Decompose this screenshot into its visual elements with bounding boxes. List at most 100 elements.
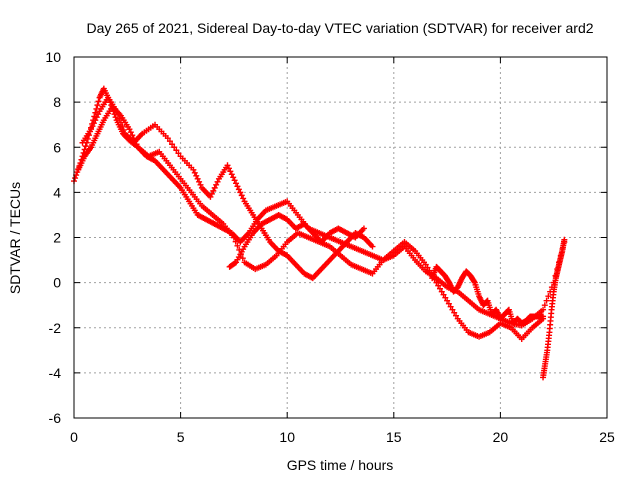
data-point bbox=[173, 147, 180, 154]
data-point bbox=[90, 120, 97, 127]
data-point bbox=[231, 177, 238, 184]
data-point bbox=[369, 243, 376, 250]
data-point bbox=[88, 126, 95, 133]
x-tick-label: 5 bbox=[177, 429, 185, 445]
y-tick-label: -2 bbox=[49, 320, 62, 336]
data-point bbox=[166, 138, 173, 145]
data-point bbox=[471, 278, 478, 285]
y-tick-label: 0 bbox=[53, 275, 61, 291]
data-point bbox=[194, 175, 201, 182]
data-point bbox=[72, 175, 79, 182]
series-track-e bbox=[429, 263, 547, 327]
data-point bbox=[115, 111, 122, 118]
data-point bbox=[213, 181, 220, 188]
series-track-d bbox=[226, 211, 367, 270]
data-point bbox=[95, 111, 102, 118]
y-tick-label: -6 bbox=[49, 410, 62, 426]
data-point bbox=[210, 187, 217, 194]
data-point bbox=[129, 132, 136, 139]
data-point bbox=[543, 297, 550, 304]
data-point bbox=[561, 236, 568, 243]
series-track-a bbox=[71, 85, 568, 329]
y-axis-label: SDTVAR / TECUs bbox=[7, 182, 23, 294]
data-point bbox=[169, 141, 176, 148]
data-point bbox=[238, 192, 245, 199]
data-point bbox=[207, 193, 214, 200]
data-points bbox=[71, 85, 568, 381]
x-tick-label: 15 bbox=[386, 429, 402, 445]
data-point bbox=[127, 129, 134, 136]
data-point bbox=[540, 313, 547, 320]
plot-frame bbox=[73, 56, 608, 419]
data-point bbox=[541, 302, 548, 309]
data-point bbox=[228, 171, 235, 178]
y-tick-label: -4 bbox=[49, 365, 62, 381]
x-tick-label: 10 bbox=[279, 429, 295, 445]
data-point bbox=[211, 184, 218, 191]
data-point bbox=[81, 146, 88, 153]
data-point bbox=[438, 288, 445, 295]
data-point bbox=[95, 98, 102, 105]
data-point bbox=[230, 174, 237, 181]
data-point bbox=[440, 291, 447, 298]
data-point bbox=[119, 123, 126, 130]
data-point bbox=[424, 264, 431, 271]
data-point bbox=[451, 309, 458, 316]
data-point bbox=[426, 267, 433, 274]
data-point bbox=[92, 117, 99, 124]
x-tick-label: 20 bbox=[493, 429, 509, 445]
data-point bbox=[193, 172, 200, 179]
series-track-b bbox=[75, 103, 547, 343]
data-point bbox=[442, 294, 449, 301]
data-point bbox=[120, 126, 127, 133]
y-tick-label: 8 bbox=[53, 94, 61, 110]
data-point bbox=[190, 166, 197, 173]
data-point bbox=[433, 279, 440, 286]
data-point bbox=[82, 143, 89, 150]
data-point bbox=[545, 293, 552, 300]
data-point bbox=[234, 242, 241, 249]
y-tick-label: 4 bbox=[53, 184, 61, 200]
data-point bbox=[422, 261, 429, 268]
data-point bbox=[126, 126, 133, 133]
data-point bbox=[239, 255, 246, 262]
data-point bbox=[225, 165, 232, 172]
data-point bbox=[93, 114, 100, 121]
x-axis-label: GPS time / hours bbox=[287, 457, 394, 473]
data-point bbox=[360, 225, 367, 232]
data-point bbox=[197, 181, 204, 188]
data-point bbox=[237, 189, 244, 196]
data-point bbox=[89, 123, 96, 130]
data-point bbox=[117, 119, 124, 126]
data-point bbox=[116, 115, 123, 122]
data-point bbox=[191, 169, 198, 176]
data-point bbox=[233, 180, 240, 187]
data-point bbox=[196, 178, 203, 185]
data-point bbox=[234, 183, 241, 190]
data-point bbox=[540, 306, 547, 313]
x-tick-label: 0 bbox=[70, 429, 78, 445]
data-point bbox=[113, 108, 120, 115]
data-point bbox=[235, 186, 242, 193]
y-tick-label: 2 bbox=[53, 230, 61, 246]
x-tick-labels: 0 5 10 15 20 25 bbox=[70, 429, 615, 445]
series-track-f bbox=[540, 236, 568, 381]
data-point bbox=[232, 238, 239, 245]
data-point bbox=[445, 300, 452, 307]
grid-lines bbox=[74, 57, 607, 418]
data-point bbox=[214, 178, 221, 185]
data-point bbox=[231, 260, 238, 267]
data-point bbox=[208, 190, 215, 197]
y-tick-labels: -6 -4 -2 0 2 4 6 8 10 bbox=[45, 49, 61, 426]
x-tick-label: 25 bbox=[599, 429, 615, 445]
data-point bbox=[452, 312, 459, 319]
data-point bbox=[444, 297, 451, 304]
data-point bbox=[175, 150, 182, 157]
data-point bbox=[449, 306, 456, 313]
data-point bbox=[164, 135, 171, 142]
data-point bbox=[171, 144, 178, 151]
y-tick-label: 6 bbox=[53, 139, 61, 155]
data-point bbox=[240, 195, 247, 202]
data-point bbox=[94, 102, 101, 109]
